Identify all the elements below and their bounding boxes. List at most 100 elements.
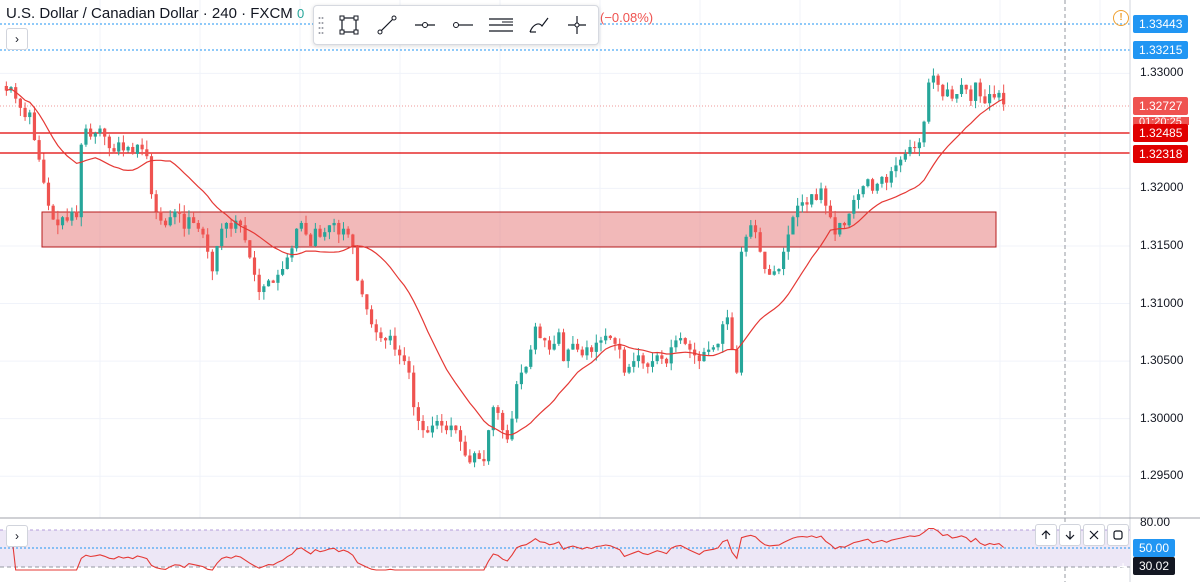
candle-body xyxy=(931,75,936,83)
candle-body xyxy=(173,211,177,218)
brush-tool-button[interactable] xyxy=(522,9,556,41)
candle-body xyxy=(468,455,472,463)
pane-move-down-button[interactable] xyxy=(1059,524,1081,546)
rsi-badge-50: 50.00 xyxy=(1133,539,1176,557)
candle-body xyxy=(959,84,964,95)
horizontal-ray-tool-button[interactable] xyxy=(408,9,442,41)
candle-body xyxy=(641,355,645,364)
candle-body xyxy=(93,133,97,137)
candle-body xyxy=(805,202,809,205)
candle-body xyxy=(407,361,411,373)
candle-body xyxy=(154,194,158,212)
candle-body xyxy=(229,222,233,229)
horizontal-line-icon xyxy=(453,22,473,28)
candle-body xyxy=(388,335,392,341)
candle-body xyxy=(458,430,463,442)
price-change: (−0.08%) xyxy=(600,10,654,25)
crosshair-tool-button[interactable] xyxy=(560,9,594,41)
candle-body xyxy=(449,425,453,431)
candle-body xyxy=(23,107,27,118)
candle-body xyxy=(763,251,767,270)
candle-body xyxy=(519,372,523,385)
rectangle-icon xyxy=(339,15,359,35)
candle-body xyxy=(716,343,720,348)
candle-body xyxy=(421,420,425,431)
candle-body xyxy=(327,225,332,233)
candle-body xyxy=(697,355,701,362)
candle-body xyxy=(842,222,847,226)
candle-body xyxy=(571,343,575,350)
candle-body xyxy=(664,358,669,364)
parallel-channel-tool-button[interactable] xyxy=(484,9,518,41)
candle-body xyxy=(243,225,247,241)
drag-handle-icon[interactable] xyxy=(318,16,324,34)
symbol-title[interactable]: U.S. Dollar / Canadian Dollar · 240 · FX… xyxy=(6,5,304,22)
candle-body xyxy=(220,228,224,246)
rsi-value-badge: 30.02 xyxy=(1133,557,1176,575)
candle-body xyxy=(304,222,308,235)
candle-body xyxy=(781,251,786,270)
candle-body xyxy=(613,338,617,344)
price-badge-1-32485: 1.32485 xyxy=(1133,124,1189,142)
candle-body xyxy=(632,361,636,367)
candle-body xyxy=(810,194,814,205)
candle-body xyxy=(992,94,996,98)
alert-icon[interactable]: ! xyxy=(1113,10,1129,26)
candle-body xyxy=(674,340,678,348)
candle-body xyxy=(856,194,861,200)
candle-body xyxy=(323,232,327,237)
candle-body xyxy=(159,211,163,221)
trend-line-tool-button[interactable] xyxy=(370,9,404,41)
candle-body xyxy=(56,219,60,226)
candle-body xyxy=(196,222,200,229)
candle-body xyxy=(800,202,804,206)
candle-body xyxy=(210,251,214,272)
candle-body xyxy=(955,94,959,99)
candle-body xyxy=(552,343,556,350)
pane-move-up-button[interactable] xyxy=(1035,524,1057,546)
candle-body xyxy=(360,280,364,295)
candle-body xyxy=(547,340,552,350)
candle-body xyxy=(707,349,711,352)
candle-body xyxy=(501,412,505,431)
candle-body xyxy=(922,121,926,143)
candle-body xyxy=(89,128,93,137)
candle-body xyxy=(721,324,725,344)
candle-body xyxy=(426,430,430,433)
candle-body xyxy=(206,234,210,252)
candle-body xyxy=(126,146,130,151)
candle-body xyxy=(913,146,917,149)
candle-body xyxy=(786,234,790,252)
expand-rsi-legend-button[interactable]: › xyxy=(6,525,28,547)
candle-body xyxy=(477,453,481,459)
expand-legend-button[interactable]: › xyxy=(6,28,28,50)
candle-body xyxy=(791,217,795,235)
candle-body xyxy=(1002,92,1006,105)
candle-body xyxy=(285,257,289,270)
candle-body xyxy=(145,149,149,157)
candle-body xyxy=(70,211,74,221)
candle-body xyxy=(650,361,655,367)
candle-body xyxy=(131,146,135,154)
candle-body xyxy=(463,441,467,456)
candle-body xyxy=(65,217,69,221)
rsi-line xyxy=(10,527,1005,571)
candle-body xyxy=(758,232,762,252)
drawing-toolbar xyxy=(313,5,599,45)
candle-body xyxy=(814,194,818,200)
candle-body xyxy=(276,274,280,283)
horizontal-line-tool-button[interactable] xyxy=(446,9,480,41)
candle-body xyxy=(711,347,715,350)
candle-body xyxy=(393,335,397,350)
candle-body xyxy=(927,82,931,122)
candle-body xyxy=(669,347,673,364)
candle-body xyxy=(238,220,243,226)
pane-maximize-button[interactable] xyxy=(1107,524,1129,546)
pane-close-button[interactable] xyxy=(1083,524,1105,546)
candle-body xyxy=(604,335,608,341)
rectangle-tool-button[interactable] xyxy=(332,9,366,41)
crosshair-plus-icon: + xyxy=(1119,558,1128,574)
bar-countdown: 01:20:25 xyxy=(1133,117,1189,125)
candle-body xyxy=(79,144,83,218)
